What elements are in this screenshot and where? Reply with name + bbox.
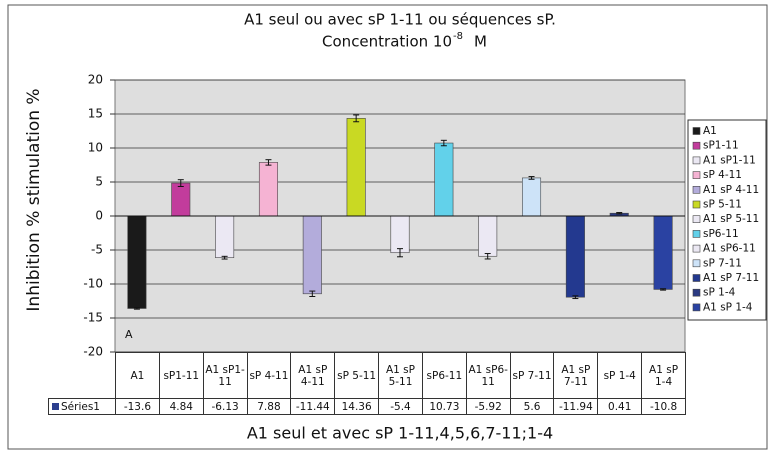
legend-swatch	[692, 171, 701, 179]
legend-swatch	[692, 288, 701, 297]
table-value: -5.92	[465, 398, 511, 415]
table-value: -5.4	[378, 398, 423, 415]
legend-label: A1	[703, 125, 717, 137]
legend-swatch	[692, 156, 701, 165]
table-value: 4.84	[158, 398, 204, 415]
legend-label: sP 5-11	[703, 199, 742, 211]
y-tick-label: -10	[83, 277, 103, 291]
y-tick-label: 10	[88, 141, 103, 155]
table-series-name: Séries1	[48, 398, 116, 415]
legend-label: A1 sP6-11	[703, 243, 756, 255]
error-bar	[484, 253, 491, 260]
legend-swatch	[692, 141, 701, 150]
legend-box	[687, 119, 767, 321]
bar	[258, 162, 278, 217]
table-category: A1 sP1-11	[202, 352, 248, 399]
error-bar	[660, 288, 667, 291]
legend-label: A1 sP1-11	[703, 154, 756, 166]
bar	[434, 142, 454, 217]
table-value: -13.6	[115, 398, 160, 415]
bar	[302, 215, 322, 295]
legend-swatch	[692, 215, 701, 223]
legend-swatch	[692, 274, 701, 282]
table-category: sP 4-11	[246, 352, 292, 399]
legend-swatch	[692, 200, 701, 209]
legend-swatch	[692, 186, 701, 194]
legend-swatch	[692, 230, 701, 238]
bar	[127, 215, 147, 309]
table-category: sP6-11	[421, 352, 467, 399]
table-value: 7.88	[246, 398, 292, 415]
subtitle-exponent: -8	[453, 31, 463, 42]
bar	[346, 118, 366, 217]
legend-swatch	[692, 259, 701, 268]
error-bar	[572, 295, 579, 300]
legend-swatch	[692, 303, 701, 312]
y-tick-label: 0	[95, 209, 103, 223]
legend-label: sP1-11	[703, 140, 739, 152]
bar	[653, 215, 673, 290]
table-category: sP1-11	[158, 352, 204, 399]
chart-title: A1 seul ou avec sP 1-11 ou séquences sP.	[244, 11, 556, 29]
legend-label: sP 7-11	[703, 257, 742, 269]
legend-label: A1 sP 7-11	[703, 272, 759, 284]
legend-label: A1 sP 5-11	[703, 213, 759, 225]
bar	[390, 215, 410, 254]
table-category: A1 sP 4-11	[290, 352, 336, 399]
table-value: 5.6	[509, 398, 555, 415]
error-bar	[309, 290, 316, 298]
error-bar	[221, 255, 228, 260]
legend-label: sP 4-11	[703, 169, 742, 181]
table-value: 14.36	[334, 398, 380, 415]
table-value: -11.94	[553, 398, 599, 415]
y-tick-label: -5	[91, 243, 103, 257]
y-tick-label: -20	[83, 345, 103, 359]
table-value: -11.44	[290, 398, 336, 415]
legend-swatch	[692, 244, 701, 253]
table-category: A1	[115, 352, 160, 399]
error-bar	[528, 176, 535, 180]
error-bar	[616, 212, 623, 215]
annotation: A	[125, 328, 133, 341]
table-category: A1 sP 1-4	[641, 352, 686, 399]
subtitle-unit: M	[474, 33, 487, 51]
legend-label: sP 1-4	[703, 287, 736, 299]
error-bar	[133, 307, 140, 310]
bar	[478, 215, 498, 257]
y-axis-label: Inhibition % stimulation %	[24, 88, 44, 311]
x-axis-label: A1 seul et avec sP 1-11,4,5,6,7-11;1-4	[247, 424, 553, 443]
y-tick-label: 15	[88, 107, 103, 121]
bar	[171, 182, 191, 217]
table-category: sP 5-11	[334, 352, 380, 399]
table-value: -6.13	[202, 398, 248, 415]
error-bar	[265, 159, 272, 166]
error-bar	[397, 248, 403, 258]
bar	[522, 177, 542, 217]
error-bar	[353, 114, 360, 123]
table-value: -10.8	[641, 398, 686, 415]
error-bar	[440, 139, 447, 147]
table-category: A1 sP6-11	[465, 352, 511, 399]
table-legend-key	[52, 403, 59, 410]
table-value: 0.41	[597, 398, 643, 415]
table-category: sP 1-4	[597, 352, 643, 399]
legend-label: A1 sP 4-11	[703, 184, 759, 196]
y-tick-label: -15	[83, 311, 103, 325]
legend-label: A1 sP 1-4	[703, 301, 753, 313]
error-bar	[177, 179, 184, 187]
table-category: sP 7-11	[509, 352, 555, 399]
bar	[565, 215, 585, 298]
table-value: 10.73	[421, 398, 467, 415]
chart-subtitle: Concentration 10	[322, 33, 452, 51]
legend-label: sP6-11	[703, 228, 739, 240]
table-category: A1 sP 5-11	[378, 352, 423, 399]
y-tick-label: 5	[95, 175, 103, 189]
y-tick-label: 20	[88, 73, 103, 87]
bar	[215, 215, 235, 258]
table-category: A1 sP 7-11	[553, 352, 599, 399]
legend-swatch	[692, 127, 701, 135]
